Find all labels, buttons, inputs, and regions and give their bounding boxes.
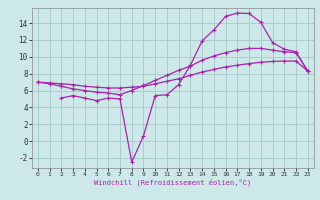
X-axis label: Windchill (Refroidissement éolien,°C): Windchill (Refroidissement éolien,°C) bbox=[94, 179, 252, 186]
